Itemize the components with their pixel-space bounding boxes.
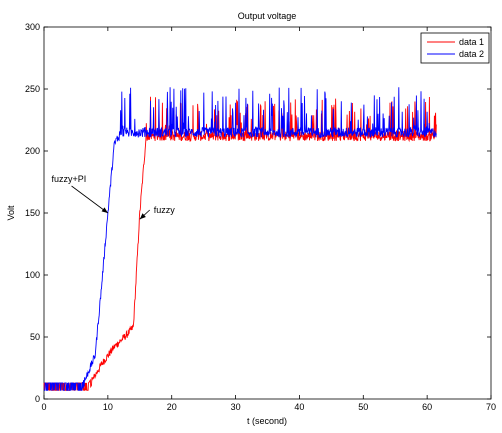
x-tick-label: 10 (103, 402, 113, 412)
x-tick-label: 30 (231, 402, 241, 412)
y-tick-label: 300 (25, 22, 40, 32)
x-tick-label: 60 (422, 402, 432, 412)
legend-label: data 2 (459, 49, 484, 59)
y-tick-label: 250 (25, 84, 40, 94)
x-tick-label: 50 (358, 402, 368, 412)
series-line-2 (44, 87, 437, 391)
annotation-label: fuzzy+PI (52, 174, 87, 184)
y-tick-label: 150 (25, 208, 40, 218)
x-tick-label: 40 (294, 402, 304, 412)
x-axis-label: t (second) (247, 416, 287, 426)
y-axis-label: Volt (6, 205, 16, 221)
annotation-arrow (71, 185, 109, 214)
y-tick-label: 100 (25, 270, 40, 280)
y-tick-label: 200 (25, 146, 40, 156)
plot-area (43, 26, 492, 400)
series-line-1 (43, 96, 437, 391)
legend-label: data 1 (459, 37, 484, 47)
legend: data 1 data 2 (420, 32, 490, 64)
x-tick-label: 70 (486, 402, 496, 412)
chart-title: Output voltage (238, 11, 297, 21)
annotation-label: fuzzy (154, 205, 176, 215)
x-tick-label: 0 (41, 402, 46, 412)
arrow-head-icon (101, 207, 108, 213)
arrow-head-icon (139, 213, 146, 220)
y-tick-label: 0 (35, 394, 40, 404)
y-tick-label: 50 (30, 332, 40, 342)
legend-box (420, 32, 490, 64)
x-tick-label: 20 (167, 402, 177, 412)
